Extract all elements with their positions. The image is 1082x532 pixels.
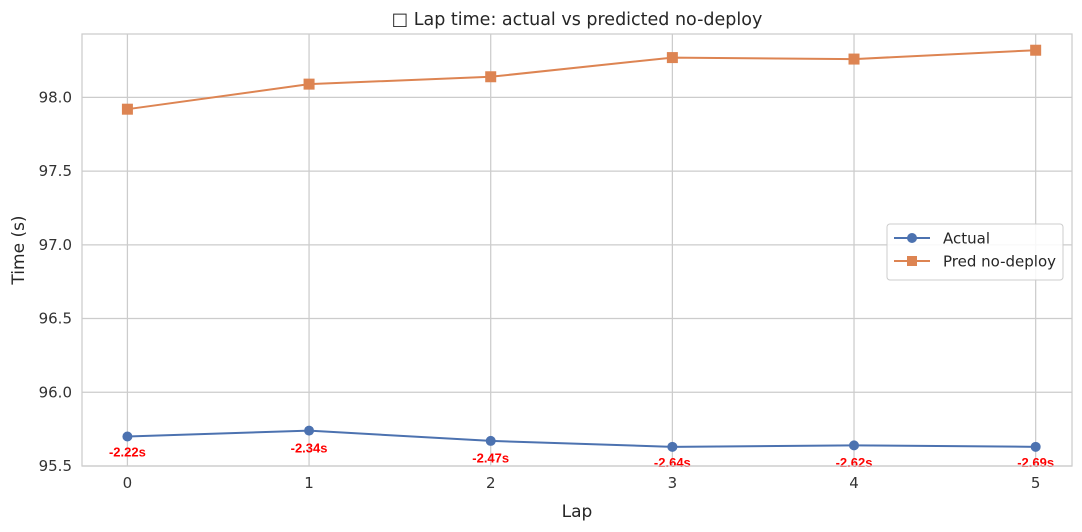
x-tick-label: 5 xyxy=(1031,474,1041,492)
y-axis-label: Time (s) xyxy=(9,215,29,285)
x-tick-labels: 0 1 2 3 4 5 xyxy=(123,474,1041,492)
y-tick-label: 98.0 xyxy=(39,88,72,106)
legend-marker-actual xyxy=(907,233,917,243)
y-tick-label: 97.0 xyxy=(39,236,72,254)
delta-annotation: -2.64s xyxy=(654,455,691,470)
legend: Actual Pred no-deploy xyxy=(886,223,1064,281)
y-tick-label: 96.5 xyxy=(39,310,72,328)
data-point xyxy=(1030,44,1042,56)
data-point xyxy=(666,52,678,64)
delta-annotation: -2.69s xyxy=(1017,455,1054,470)
series-line xyxy=(127,49,1036,111)
x-tick-label: 4 xyxy=(849,474,859,492)
delta-annotation: -2.34s xyxy=(291,440,328,455)
data-point xyxy=(848,53,860,65)
x-tick-label: 2 xyxy=(486,474,496,492)
legend-label-pred: Pred no-deploy xyxy=(943,253,1056,271)
data-point xyxy=(667,441,678,452)
chart-title: □ Lap time: actual vs predicted no-deplo… xyxy=(392,10,763,30)
legend-box xyxy=(886,223,1064,281)
delta-annotation: -2.22s xyxy=(109,445,146,460)
series-layer xyxy=(121,44,1042,452)
plot-frame xyxy=(81,33,1073,467)
data-point xyxy=(485,71,497,83)
delta-annotation: -2.47s xyxy=(472,451,509,466)
legend-label-actual: Actual xyxy=(943,230,990,248)
delta-annotation: -2.62s xyxy=(836,455,873,470)
data-point xyxy=(303,78,315,90)
data-point xyxy=(122,431,133,442)
y-tick-labels: 95.5 96.0 96.5 97.0 97.5 98.0 xyxy=(39,88,72,475)
legend-marker-pred xyxy=(907,256,917,266)
series-actual xyxy=(122,425,1041,452)
y-tick-label: 96.0 xyxy=(39,383,72,401)
y-tick-label: 95.5 xyxy=(39,457,72,475)
data-point xyxy=(121,103,133,115)
data-point xyxy=(485,435,496,446)
data-point xyxy=(1030,441,1041,452)
series-line xyxy=(127,429,1036,448)
x-tick-label: 3 xyxy=(668,474,678,492)
x-axis-label: Lap xyxy=(562,502,593,522)
x-tick-label: 0 xyxy=(123,474,133,492)
x-tick-label: 1 xyxy=(304,474,314,492)
data-point xyxy=(849,440,860,451)
data-point xyxy=(304,425,315,436)
series-pred-no-deploy xyxy=(121,44,1042,115)
y-tick-label: 97.5 xyxy=(39,162,72,180)
